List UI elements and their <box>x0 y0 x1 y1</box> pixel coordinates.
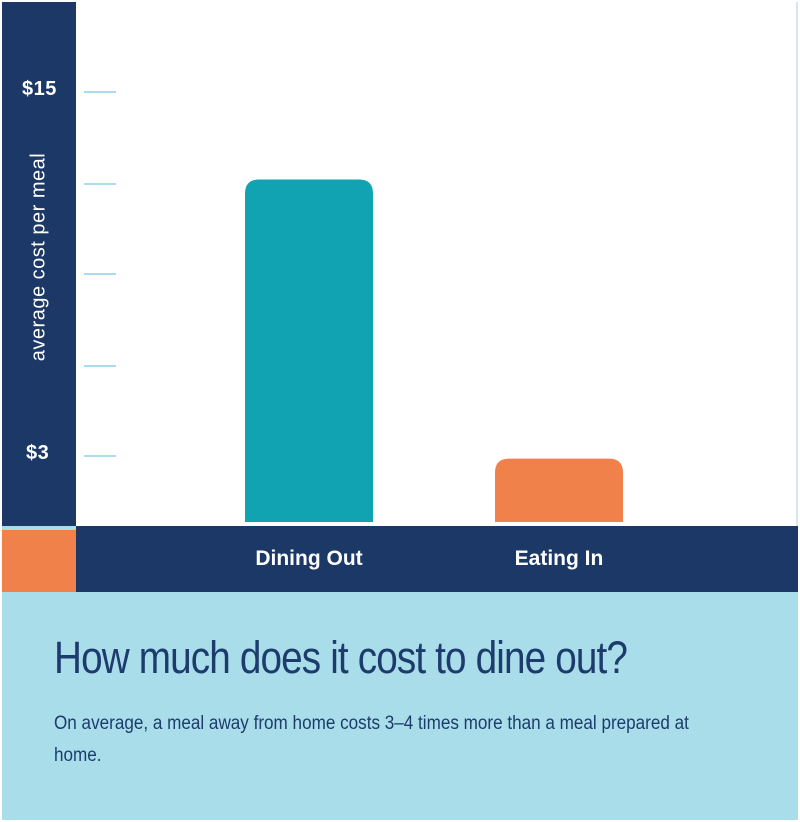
category-label-eating-in: Eating In <box>514 547 604 570</box>
bar-chart <box>84 91 623 523</box>
corner-accent <box>2 530 76 592</box>
x-axis-band <box>76 530 798 592</box>
headline: How much does it cost to dine out? <box>54 632 628 683</box>
category-label-dining-out: Dining Out <box>255 547 363 570</box>
y-axis-band <box>2 2 76 526</box>
x-axis-line <box>76 526 798 530</box>
bar-eating-in <box>495 458 623 522</box>
y-axis-label-text: average cost per meal <box>27 152 50 362</box>
bar-dining-out <box>245 179 373 523</box>
y-tick-label-top: $15 <box>22 78 57 100</box>
subtext: On average, a meal away from home costs … <box>54 713 689 766</box>
y-tick-label-bottom: $3 <box>26 442 50 464</box>
y-axis-label: average cost per meal <box>28 153 51 361</box>
plot-area <box>76 2 798 526</box>
